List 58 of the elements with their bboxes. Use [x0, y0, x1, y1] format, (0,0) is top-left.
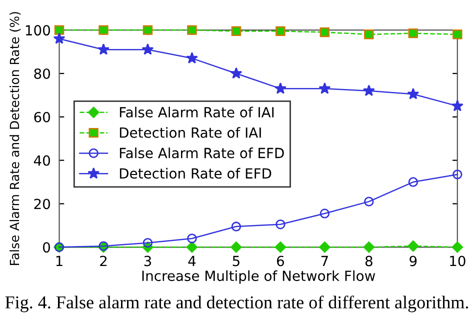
y-tick-label: 80	[34, 68, 50, 79]
point	[408, 28, 418, 38]
y-axis-title: False Alarm Rate and Detection Rate (%)	[10, 12, 21, 265]
legend-label: Detection Rate of IAI	[120, 127, 261, 138]
x-tick-label: 2	[100, 256, 107, 266]
point	[408, 177, 418, 187]
point	[319, 242, 330, 253]
x-tick-label: 7	[321, 256, 328, 266]
point	[320, 208, 330, 218]
caption: Fig. 4. False alarm rate and detection rate of different algorithm.	[5, 296, 468, 312]
point	[320, 27, 330, 38]
point	[408, 240, 419, 252]
point	[142, 238, 153, 248]
point	[231, 26, 242, 36]
y-tick-label: 20	[34, 198, 50, 210]
point	[362, 84, 375, 96]
point	[230, 242, 242, 253]
x-tick-label: 5	[232, 256, 240, 266]
point	[54, 25, 64, 35]
point	[407, 88, 420, 100]
legend-label: False Alarm Rate of IAI	[120, 106, 274, 118]
x-tick-label: 10	[450, 256, 466, 266]
point	[452, 170, 462, 180]
point	[53, 32, 66, 44]
point	[363, 242, 375, 253]
y-tick-label: 100	[26, 25, 50, 36]
point	[451, 100, 464, 112]
legend-label: Detection Rate of EFD	[120, 168, 272, 179]
point	[98, 25, 108, 35]
x-axis-title: Increase Multiple of Network Flow	[142, 270, 376, 284]
point	[142, 43, 154, 55]
y-tick-label: 0	[42, 242, 50, 253]
point	[276, 26, 286, 36]
x-tick-label: 9	[410, 256, 417, 266]
point	[187, 234, 197, 244]
point	[187, 25, 197, 35]
point	[276, 220, 286, 230]
y-tick-label: 40	[34, 155, 50, 166]
point	[318, 82, 331, 94]
point	[364, 196, 374, 206]
x-tick-label: 8	[365, 256, 372, 266]
point	[364, 30, 374, 40]
point	[98, 43, 110, 55]
point	[452, 242, 464, 253]
point	[274, 242, 286, 253]
x-tick-label: 3	[144, 256, 152, 266]
point	[230, 67, 242, 79]
x-tick-label: 4	[188, 256, 196, 266]
x-tick-label: 1	[56, 256, 62, 266]
point	[274, 82, 286, 94]
point	[142, 25, 153, 35]
legend-label: False Alarm Rate of EFD	[120, 148, 284, 158]
x-tick-label: 6	[277, 256, 284, 266]
point	[186, 242, 198, 253]
point	[452, 30, 462, 40]
y-tick-label: 60	[34, 112, 50, 122]
point	[186, 52, 198, 64]
point	[231, 222, 242, 232]
